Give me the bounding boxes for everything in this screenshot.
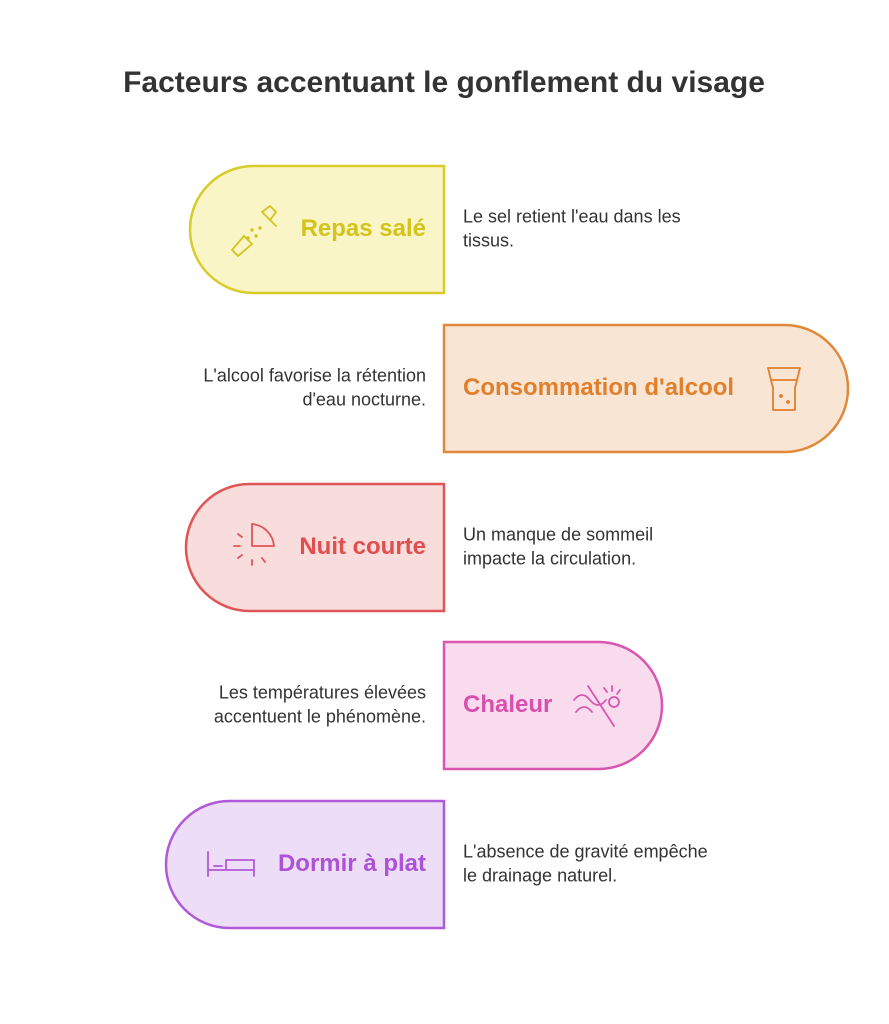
item-description: le drainage naturel. (463, 865, 617, 885)
bed-icon (207, 851, 255, 877)
item-description: L'absence de gravité empêche (463, 841, 708, 861)
heat-icon (573, 685, 621, 727)
salt-icon (231, 205, 277, 257)
item-description: impacte la circulation. (463, 548, 636, 568)
pill (188, 164, 446, 295)
pill (442, 323, 850, 454)
clock-icon (233, 523, 275, 566)
glass-icon (767, 367, 801, 411)
title: Facteurs accentuant le gonflement du vis… (123, 66, 765, 99)
item-label: Chaleur (463, 691, 552, 718)
item-description: Les températures élevées (219, 682, 426, 702)
item-description: Un manque de sommeil (463, 524, 653, 544)
item-label: Nuit courte (299, 533, 426, 560)
pill (184, 482, 446, 613)
item-description: Le sel retient l'eau dans les (463, 206, 681, 226)
item-label: Dormir à plat (278, 850, 426, 877)
pill (164, 799, 446, 930)
pill (442, 640, 664, 771)
item-label: Repas salé (301, 215, 426, 242)
item-description: accentuent le phénomène. (214, 706, 426, 726)
item-description: tissus. (463, 230, 514, 250)
item-description: d'eau nocturne. (302, 389, 426, 409)
item-label: Consommation d'alcool (463, 374, 734, 401)
item-description: L'alcool favorise la rétention (203, 365, 426, 385)
